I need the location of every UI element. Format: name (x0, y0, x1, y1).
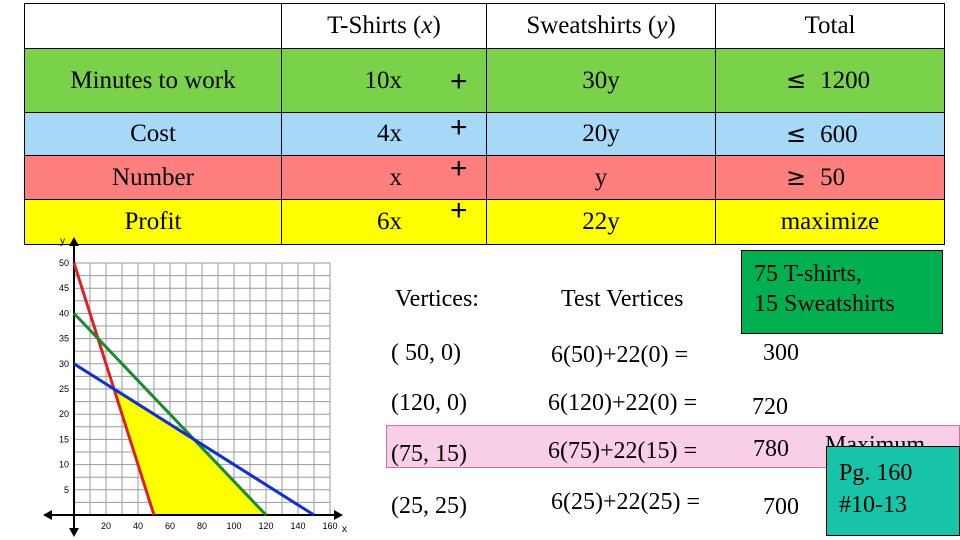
row-label: Profit (24, 199, 282, 245)
vertex-result: 300 (763, 340, 799, 366)
x-term: 10x (364, 67, 403, 94)
answer-line: 15 Sweatshirts (754, 291, 895, 317)
relation-sign: ≥ (786, 163, 807, 191)
row-label: Cost (24, 112, 282, 156)
constraint-line (72, 312, 268, 517)
y-tick-label: 35 (59, 334, 69, 344)
vertex-result: 700 (763, 494, 799, 520)
x-tick-label: 120 (258, 521, 273, 531)
y-term: 30y (486, 48, 716, 113)
vertex-result: 720 (752, 394, 788, 420)
vertex-point: ( 50, 0) (391, 340, 461, 366)
y-tick-label: 45 (59, 283, 69, 293)
plus-sign: + (450, 194, 468, 227)
table-row: Minutes to work 10x + 30y ≤1200 (24, 48, 945, 113)
y-tick-label: 30 (59, 359, 69, 369)
constraints-table: T-Shirts (x) Sweatshirts (y) Total Minut… (24, 3, 945, 245)
y-tick-label: 15 (59, 434, 69, 444)
row-label: Number (24, 155, 282, 200)
x-axis-arrow-icon (334, 510, 343, 520)
y-tick-label: 25 (59, 384, 69, 394)
plus-sign: + (450, 111, 468, 144)
header-sweatshirts: Sweatshirts (y) (486, 3, 716, 49)
relation-sign: ≤ (786, 66, 807, 94)
feasible-region-graph: 20 40 60 80 100 120 140 160 5 10 15 20 25 30 35 40 45 50 x… (43, 236, 347, 537)
y-axis-arrow-icon (69, 237, 79, 246)
feasible-region (114, 389, 266, 515)
total-cell: ≤1200 (715, 48, 945, 113)
y-term: y (486, 155, 716, 200)
x-term: 6x (377, 208, 402, 235)
vertex-point: (75, 15) (391, 441, 467, 467)
y-tick-label: 50 (59, 258, 69, 268)
x-tick-label: 160 (322, 521, 337, 531)
test-vertices-heading: Test Vertices (561, 286, 684, 312)
y-term: 22y (486, 199, 716, 245)
y-tick-label: 20 (59, 409, 69, 419)
relation-sign: ≤ (786, 119, 807, 148)
total-cell: ≤600 (715, 112, 945, 156)
x-tick-label: 140 (290, 521, 305, 531)
answer-note: 75 T-shirts, 15 Sweatshirts (741, 250, 943, 334)
vertex-point: (120, 0) (391, 390, 467, 416)
vertex-expression: 6(75)+22(15) = (548, 438, 698, 464)
x-tick-label: 60 (165, 521, 175, 531)
header-blank (24, 3, 282, 49)
page-reference-note: Pg. 160 #10-13 (826, 446, 960, 536)
vertex-expression: 6(50)+22(0) = (551, 342, 689, 368)
vertex-expression: 6(120)+22(0) = (548, 390, 698, 416)
table-header-row: T-Shirts (x) Sweatshirts (y) Total (24, 3, 945, 49)
row-label: Minutes to work (24, 48, 282, 113)
y-tick-label: 5 (64, 485, 69, 495)
x-tick-label: 40 (133, 521, 143, 531)
vertex-expression: 6(25)+22(25) = (551, 489, 701, 515)
y-axis-arrow-icon (69, 528, 79, 537)
x-term: 4x (377, 120, 402, 147)
x-tick-label: 80 (197, 521, 207, 531)
y-tick-label: 40 (59, 308, 69, 318)
plus-sign: + (450, 65, 468, 98)
y-term: 20y (486, 112, 716, 156)
header-tshirts: T-Shirts (x) (281, 3, 487, 49)
table-row: Number x + y ≥50 (24, 152, 945, 200)
page-line: #10-13 (839, 492, 907, 518)
vertex-result: 780 (753, 436, 789, 462)
vertex-point: (25, 25) (391, 493, 467, 519)
x-axis-arrow-icon (43, 510, 52, 520)
x-term: x (389, 164, 403, 191)
plus-sign: + (450, 152, 468, 185)
y-axis-label: y (60, 236, 65, 247)
vertices-heading: Vertices: (395, 286, 479, 312)
x-tick-label: 100 (226, 521, 241, 531)
total-cell: ≥50 (715, 155, 945, 200)
table-row: Profit 6x + 22y maximize (24, 196, 945, 245)
page-line: Pg. 160 (839, 460, 913, 486)
header-total: Total (715, 3, 945, 49)
total-cell: maximize (715, 199, 945, 245)
x-axis-label: x (342, 524, 347, 535)
x-tick-label: 20 (101, 521, 111, 531)
table-row: Cost 4x + 20y ≤600 (24, 111, 945, 156)
constraint-line (73, 362, 315, 517)
y-tick-label: 10 (59, 460, 69, 470)
answer-line: 75 T-shirts, (754, 261, 863, 287)
